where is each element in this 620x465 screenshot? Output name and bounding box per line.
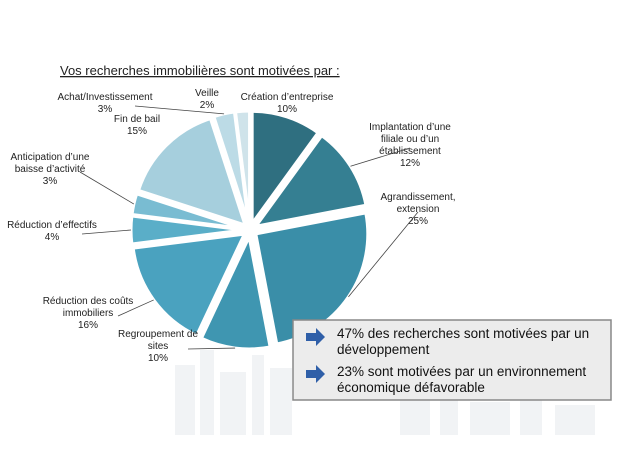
slice-label: Fin de bail <box>114 114 160 125</box>
slice-label: Anticipation d’une baisse d’activité <box>11 152 90 175</box>
slice-label: Veille <box>195 88 219 99</box>
slice-label: Regroupement de sites <box>118 329 198 352</box>
leader-line <box>79 171 135 205</box>
leader-line <box>348 211 419 298</box>
pie-slice <box>233 109 252 224</box>
pie-slice <box>130 191 244 230</box>
pie <box>129 109 370 351</box>
slice-label: Achat/Investissement <box>57 92 152 103</box>
slice-label: Implantation d’une filiale ou d’un établis… <box>369 122 451 157</box>
value-label: 3% <box>98 104 113 115</box>
arrow-icon <box>306 365 325 383</box>
pie-slice <box>250 109 321 228</box>
arrow-icon <box>306 328 325 346</box>
leader-line <box>187 347 236 350</box>
value-label: 10% <box>277 104 297 115</box>
leader-line <box>81 229 132 235</box>
callout-box <box>292 319 612 401</box>
value-label: 12% <box>400 158 420 169</box>
leader-line <box>350 147 411 167</box>
value-label: 15% <box>127 126 147 137</box>
pie-slice <box>136 116 248 228</box>
slice-label: Création d’entreprise <box>241 92 334 103</box>
leader-line <box>117 299 154 317</box>
pie-slice <box>131 232 247 338</box>
value-label: 2% <box>200 100 215 111</box>
slice-label: Agrandissement, extension <box>380 192 455 215</box>
slice-label: Réduction d’effectifs <box>7 220 97 231</box>
value-label: 25% <box>408 216 428 227</box>
callout-text: 23% sont motivées par un environnement éc… <box>337 364 586 395</box>
value-label: 16% <box>78 320 98 331</box>
value-label: 4% <box>45 232 60 243</box>
value-label: 10% <box>148 353 168 364</box>
value-label: 3% <box>43 176 58 187</box>
slice-label: Réduction des coûts immobiliers <box>43 296 134 319</box>
callout-text: 47% des recherches sont motivées par un d… <box>337 326 589 357</box>
leader-line <box>134 105 225 115</box>
pie-slice <box>252 133 368 229</box>
chart-title: Vos recherches immobilières sont motivée… <box>60 63 340 78</box>
skyline <box>175 350 595 435</box>
